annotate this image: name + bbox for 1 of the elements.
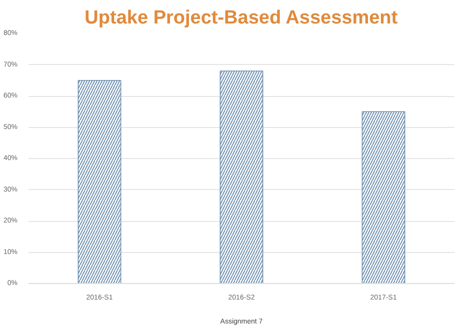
chart-title: Uptake Project-Based Assessment xyxy=(84,8,398,28)
